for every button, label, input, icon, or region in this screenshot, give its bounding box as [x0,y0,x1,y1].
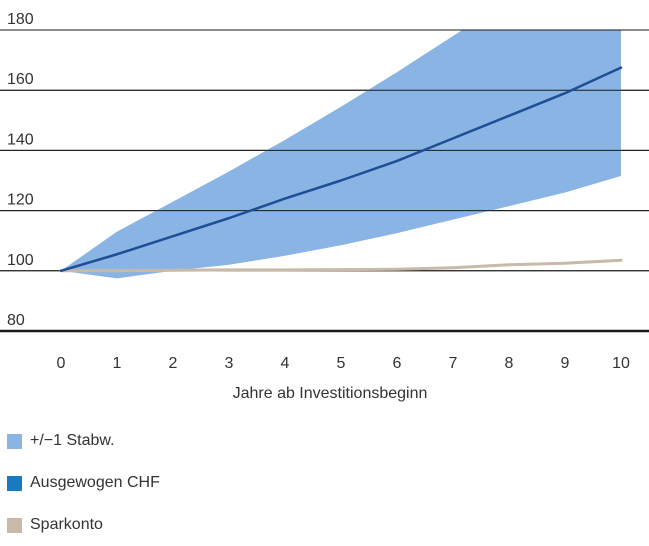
x-tick-label: 10 [612,355,630,372]
y-tick-label: 140 [7,131,34,148]
y-tick-label: 120 [7,192,34,209]
y-tick-label: 100 [7,252,34,269]
x-tick-label: 4 [281,355,290,372]
x-tick-label: 8 [505,355,514,372]
legend-label-band: +/−1 Stabw. [30,432,115,449]
x-tick-label: 9 [561,355,570,372]
legend-item-ausgewogen: Ausgewogen CHF [7,462,160,504]
x-tick-label: 7 [449,355,458,372]
chart-area: 80 100 120 140 160 180 0 1 2 3 4 5 6 7 8 9 10 Jahre ab … [0,11,649,402]
x-axis-title: Jahre ab Investitionsbeginn [233,385,428,402]
x-tick-label: 3 [225,355,234,372]
legend-swatch-band [7,433,22,449]
x-tick-label: 5 [337,355,346,372]
plot-area [0,30,649,279]
series-line-sparkonto [59,258,623,273]
legend-item-band: +/−1 Stabw. [7,420,160,462]
legend-item-sparkonto: Sparkonto [7,504,160,546]
series-line-ausgewogen-chf [59,66,623,273]
series-band-stabw [61,30,621,279]
legend-swatch-sparkonto [7,517,22,533]
x-tick-labels: 0 1 2 3 4 5 6 7 8 9 10 [57,355,630,372]
y-tick-label: 80 [7,312,25,329]
x-tick-label: 0 [57,355,66,372]
y-tick-label: 160 [7,71,34,88]
legend-swatch-ausgewogen [7,475,22,491]
x-tick-label: 2 [169,355,178,372]
legend: +/−1 Stabw. Ausgewogen CHF Sparkonto [7,420,160,546]
chart: 80 100 120 140 160 180 0 1 2 3 4 5 6 7 8 9 10 Jahre ab … [0,11,649,402]
x-tick-label: 6 [393,355,402,372]
legend-label-sparkonto: Sparkonto [30,516,103,533]
x-tick-label: 1 [113,355,122,372]
legend-label-ausgewogen: Ausgewogen CHF [30,474,160,491]
y-tick-label: 180 [7,11,34,28]
y-tick-labels: 80 100 120 140 160 180 [7,11,34,329]
